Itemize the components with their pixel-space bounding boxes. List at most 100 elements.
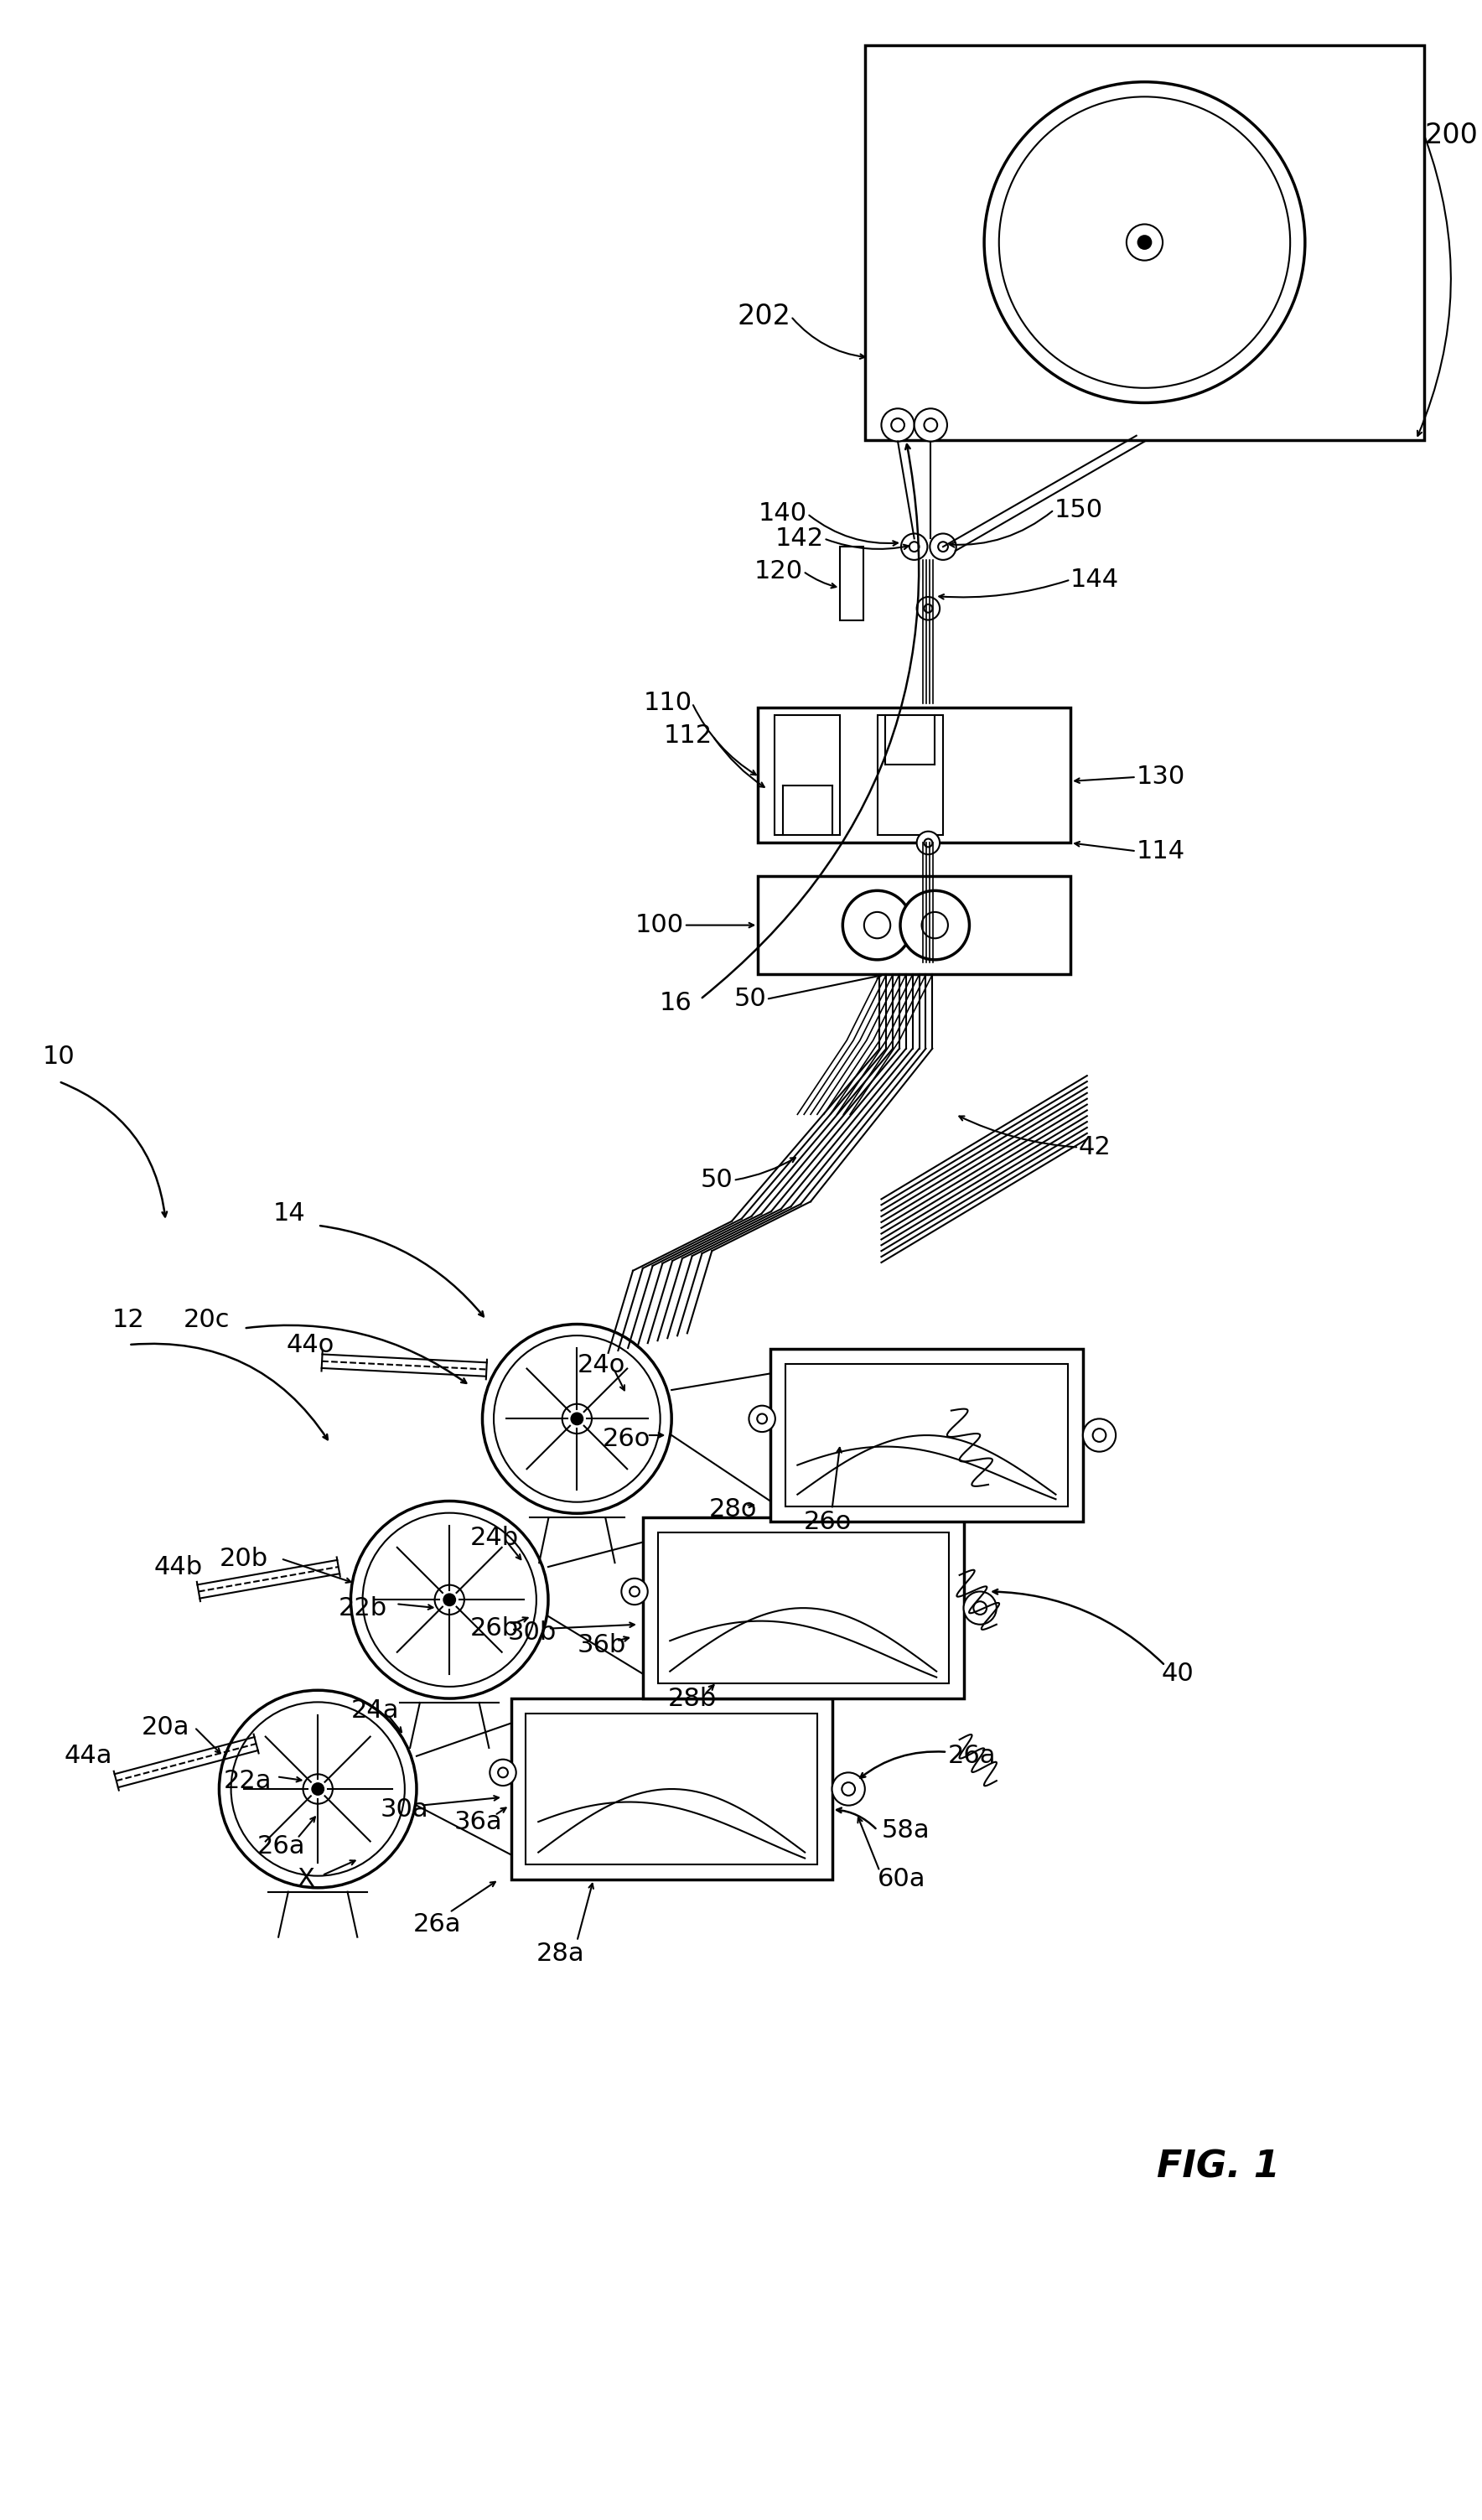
Text: 110: 110 bbox=[643, 690, 692, 716]
Text: 20b: 20b bbox=[219, 1547, 268, 1570]
Text: 26b: 26b bbox=[470, 1615, 519, 1641]
Circle shape bbox=[842, 1782, 855, 1797]
Text: 14: 14 bbox=[273, 1202, 305, 1225]
Text: 112: 112 bbox=[664, 723, 713, 748]
Circle shape bbox=[900, 890, 969, 960]
Circle shape bbox=[999, 96, 1291, 388]
Circle shape bbox=[1092, 1429, 1106, 1441]
Bar bbox=[526, 1714, 817, 1865]
Text: 44a: 44a bbox=[64, 1744, 113, 1769]
Text: 12: 12 bbox=[113, 1308, 145, 1333]
Circle shape bbox=[891, 418, 904, 431]
Circle shape bbox=[925, 839, 932, 847]
Text: 10: 10 bbox=[43, 1046, 76, 1068]
Text: 26o: 26o bbox=[602, 1426, 651, 1452]
Circle shape bbox=[974, 1600, 987, 1615]
Text: 140: 140 bbox=[759, 501, 808, 527]
Circle shape bbox=[984, 83, 1306, 403]
Text: 26o: 26o bbox=[803, 1509, 852, 1535]
Text: 50: 50 bbox=[701, 1169, 734, 1192]
Circle shape bbox=[917, 832, 940, 854]
Circle shape bbox=[929, 534, 956, 559]
Circle shape bbox=[757, 1414, 768, 1424]
Circle shape bbox=[843, 890, 911, 960]
Text: 30b: 30b bbox=[507, 1620, 556, 1646]
Text: 200: 200 bbox=[1424, 121, 1478, 149]
Polygon shape bbox=[877, 716, 943, 834]
Text: 150: 150 bbox=[1054, 496, 1103, 522]
Bar bbox=[658, 1532, 948, 1683]
Circle shape bbox=[489, 1759, 516, 1787]
Text: 20a: 20a bbox=[142, 1716, 190, 1739]
Circle shape bbox=[1126, 224, 1163, 260]
Text: 36a: 36a bbox=[453, 1809, 502, 1835]
Text: 144: 144 bbox=[1070, 567, 1119, 592]
Circle shape bbox=[351, 1502, 548, 1698]
Bar bbox=[757, 877, 1070, 975]
Text: 142: 142 bbox=[775, 527, 824, 552]
Text: 26a: 26a bbox=[413, 1913, 461, 1938]
Circle shape bbox=[901, 534, 928, 559]
Text: 24o: 24o bbox=[578, 1353, 625, 1378]
Text: 58a: 58a bbox=[882, 1817, 929, 1842]
Polygon shape bbox=[775, 716, 840, 834]
Text: 22b: 22b bbox=[339, 1595, 387, 1620]
Bar bbox=[511, 1698, 831, 1880]
Bar bbox=[643, 1517, 963, 1698]
Circle shape bbox=[231, 1701, 405, 1875]
Text: 20c: 20c bbox=[184, 1308, 230, 1333]
Circle shape bbox=[831, 1772, 865, 1804]
Circle shape bbox=[1083, 1419, 1116, 1452]
Circle shape bbox=[925, 605, 932, 612]
Text: 28o: 28o bbox=[710, 1497, 757, 1522]
Circle shape bbox=[914, 408, 947, 441]
Text: 60a: 60a bbox=[877, 1867, 925, 1893]
Circle shape bbox=[917, 597, 940, 620]
Circle shape bbox=[313, 1784, 323, 1794]
Text: 16: 16 bbox=[659, 990, 692, 1016]
Circle shape bbox=[302, 1774, 332, 1804]
Circle shape bbox=[882, 408, 914, 441]
Text: 26a: 26a bbox=[256, 1835, 305, 1860]
Text: 28b: 28b bbox=[668, 1686, 717, 1711]
Circle shape bbox=[922, 912, 948, 937]
Text: 130: 130 bbox=[1137, 766, 1186, 789]
Text: 202: 202 bbox=[737, 302, 791, 330]
Circle shape bbox=[562, 1404, 591, 1434]
Bar bbox=[771, 1348, 1083, 1522]
Text: X: X bbox=[296, 1867, 314, 1893]
Circle shape bbox=[219, 1691, 416, 1887]
Text: 100: 100 bbox=[636, 912, 683, 937]
Text: 50: 50 bbox=[734, 988, 766, 1011]
Text: 40: 40 bbox=[1162, 1661, 1193, 1686]
Circle shape bbox=[1138, 237, 1152, 249]
Circle shape bbox=[630, 1588, 640, 1598]
Circle shape bbox=[363, 1512, 536, 1686]
Circle shape bbox=[864, 912, 891, 937]
Text: 30a: 30a bbox=[379, 1797, 428, 1822]
Text: 26a: 26a bbox=[947, 1744, 996, 1769]
Text: 114: 114 bbox=[1137, 839, 1186, 864]
Circle shape bbox=[482, 1323, 671, 1515]
Text: FIG. 1: FIG. 1 bbox=[1157, 2150, 1280, 2185]
Circle shape bbox=[494, 1336, 661, 1502]
Text: 24a: 24a bbox=[351, 1698, 400, 1724]
Text: 36b: 36b bbox=[578, 1633, 625, 1658]
Circle shape bbox=[434, 1585, 464, 1615]
Text: 24b: 24b bbox=[470, 1527, 519, 1550]
Circle shape bbox=[748, 1406, 775, 1431]
Circle shape bbox=[443, 1595, 455, 1605]
Text: 44o: 44o bbox=[286, 1333, 335, 1356]
Text: 42: 42 bbox=[1079, 1134, 1112, 1159]
Bar bbox=[865, 45, 1424, 441]
Bar bbox=[785, 1363, 1069, 1507]
Circle shape bbox=[938, 542, 948, 552]
Bar bbox=[840, 547, 863, 620]
Circle shape bbox=[925, 418, 937, 431]
Text: 28a: 28a bbox=[536, 1940, 585, 1966]
Bar bbox=[757, 708, 1070, 842]
Text: 22a: 22a bbox=[224, 1769, 273, 1792]
Text: 120: 120 bbox=[754, 559, 803, 585]
Circle shape bbox=[498, 1767, 508, 1777]
Circle shape bbox=[621, 1578, 648, 1605]
